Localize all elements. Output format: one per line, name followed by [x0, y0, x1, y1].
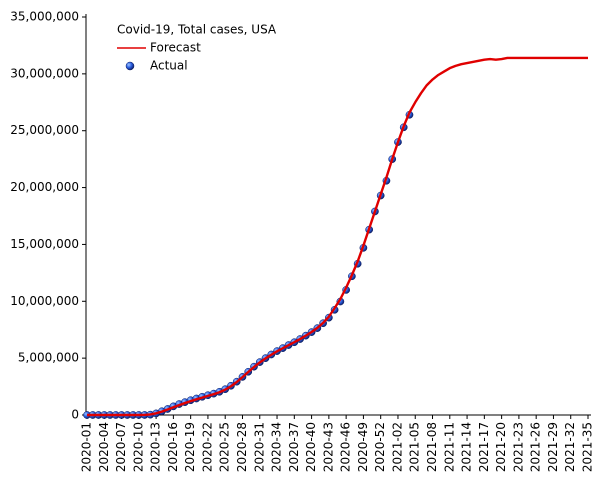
x-tick-label: 2020-04	[97, 422, 111, 472]
x-tick-label: 2021-11	[442, 422, 456, 472]
y-tick-label: 5,000,000	[18, 351, 79, 365]
x-tick-label: 2021-23	[511, 422, 525, 472]
x-tick-label: 2020-31	[252, 422, 266, 472]
x-tick-label: 2021-35	[581, 422, 595, 472]
y-tick-label: 30,000,000	[10, 66, 79, 80]
y-tick-label: 25,000,000	[10, 123, 79, 137]
x-tick-label: 2021-14	[460, 422, 474, 472]
y-tick-label: 15,000,000	[10, 237, 79, 251]
y-tick-label: 35,000,000	[10, 10, 79, 24]
x-tick-label: 2020-16	[166, 422, 180, 472]
y-tick-label: 20,000,000	[10, 180, 79, 194]
x-tick-label: 2021-29	[546, 422, 560, 472]
x-tick-label: 2020-22	[200, 422, 214, 472]
x-tick-label: 2021-05	[408, 422, 422, 472]
forecast-line	[87, 56, 588, 417]
x-tick-label: 2020-52	[373, 422, 387, 472]
x-tick-label: 2020-49	[356, 422, 370, 472]
x-tick-label: 2021-32	[563, 422, 577, 472]
legend-title: Covid-19, Total cases, USA	[117, 23, 277, 37]
x-tick-label: 2020-46	[339, 422, 353, 472]
x-tick-label: 2020-43	[321, 422, 335, 472]
x-tick-label: 2021-20	[494, 422, 508, 472]
x-tick-label: 2020-25	[218, 422, 232, 472]
x-tick-label: 2020-10	[131, 422, 145, 472]
x-tick-label: 2020-01	[80, 422, 94, 472]
x-tick-label: 2020-13	[149, 422, 163, 472]
y-tick-label: 10,000,000	[10, 294, 79, 308]
x-tick-label: 2020-40	[304, 422, 318, 472]
x-tick-label: 2020-34	[270, 422, 284, 472]
x-tick-label: 2021-08	[425, 422, 439, 472]
x-tick-label: 2020-37	[287, 422, 301, 472]
x-tick-label: 2021-26	[529, 422, 543, 472]
legend-label: Actual	[150, 59, 188, 73]
x-tick-label: 2021-02	[390, 422, 404, 472]
legend-label: Forecast	[150, 41, 201, 55]
x-tick-label: 2020-19	[183, 422, 197, 472]
legend-marker	[125, 61, 135, 71]
y-tick-label: 0	[71, 408, 79, 422]
x-tick-label: 2021-17	[477, 422, 491, 472]
x-tick-label: 2020-07	[114, 422, 128, 472]
x-tick-label: 2020-28	[235, 422, 249, 472]
